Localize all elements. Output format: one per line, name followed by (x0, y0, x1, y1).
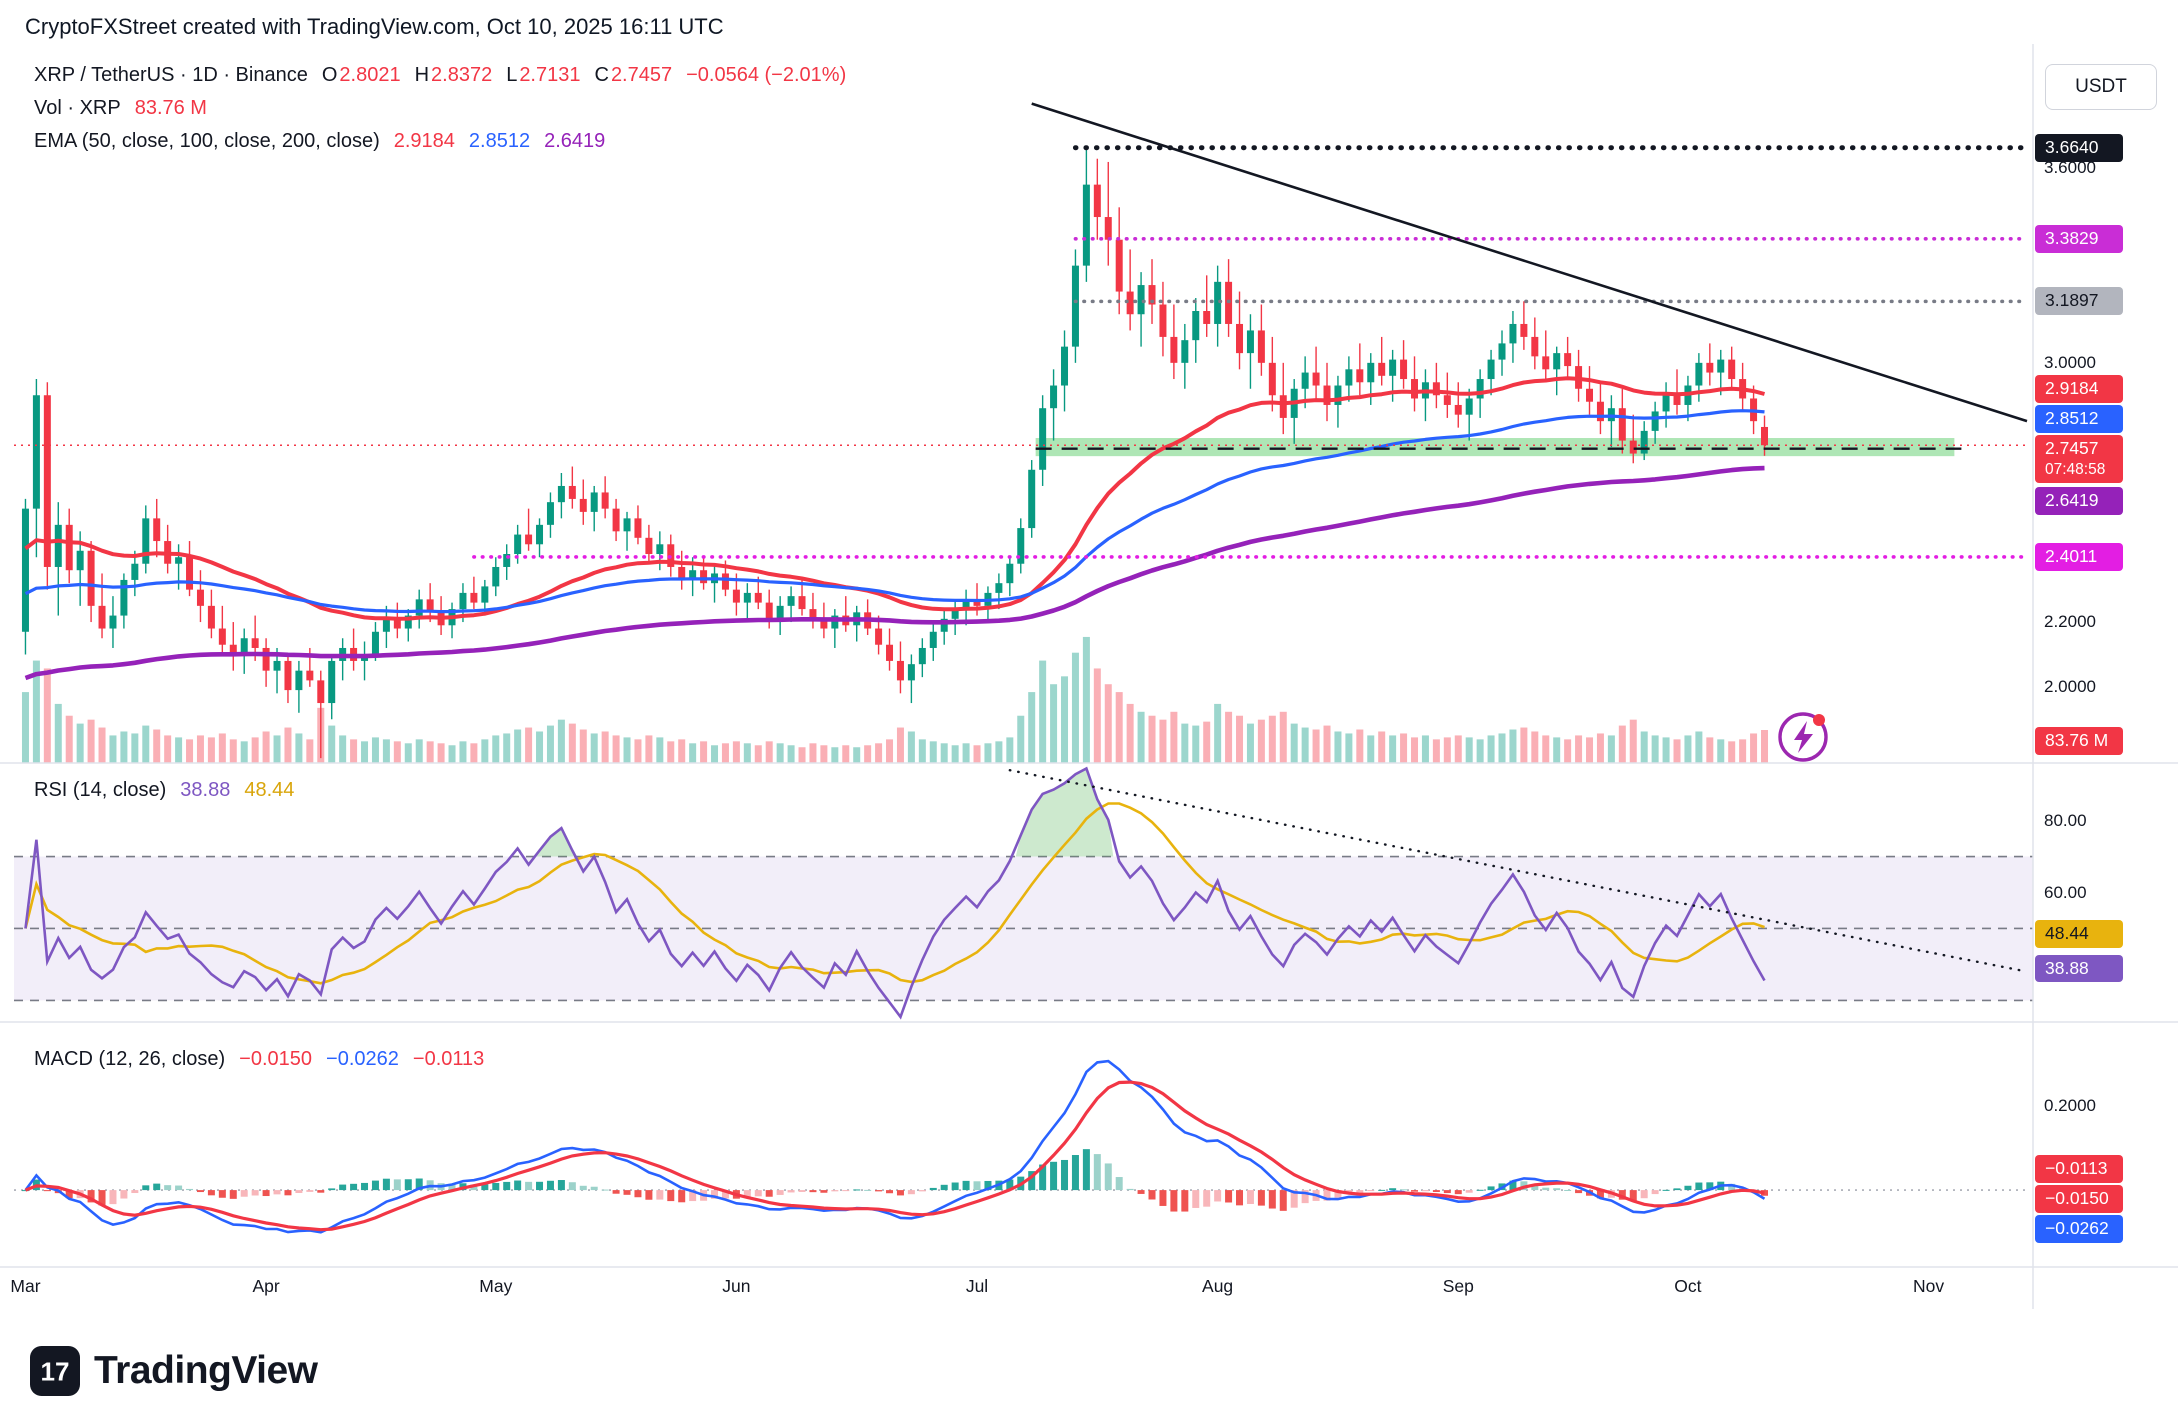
time-axis-label: Apr (252, 1276, 280, 1296)
time-axis-label: Sep (1442, 1276, 1474, 1296)
macd-histogram (21, 1149, 1769, 1212)
price-badge: 3.1897 (2035, 287, 2123, 316)
high-value: 2.8372 (431, 64, 493, 86)
rsi-trendline (1008, 768, 2029, 973)
axis-tick-label: 60.00 (2044, 882, 2087, 902)
price-pane-layer (14, 102, 2030, 763)
rsi-badge: 48.44 (2035, 920, 2123, 948)
attribution-text: CryptoFXStreet created with TradingView.… (25, 14, 724, 39)
change-value: −0.0564 (−2.01%) (686, 64, 847, 86)
currency-toggle-button[interactable]: USDT (2045, 64, 2157, 110)
support-zone (1035, 438, 1955, 457)
macd-label: MACD (12, 26, close) (34, 1048, 226, 1070)
time-axis[interactable]: Mar Apr May Jun Jul Aug Sep Oct Nov (0, 1267, 2033, 1309)
rsi-value: 38.88 (180, 779, 231, 801)
high-group: H 2.8372 (415, 64, 493, 87)
open-label: O (321, 64, 338, 86)
macd-badge: −0.0150 (2035, 1184, 2123, 1213)
volume-row[interactable]: Vol · XRP 83.76 M (34, 97, 846, 120)
ema-label: EMA (50, close, 100, close, 200, close) (34, 130, 380, 152)
low-group: L 2.7131 (506, 64, 580, 87)
macd-pane-layer (14, 1059, 2027, 1234)
ema100-value: 2.8512 (468, 130, 531, 152)
low-label: L (506, 64, 518, 86)
rsi-ma-value: 48.44 (244, 779, 295, 801)
axis-tick-label: 2.0000 (2044, 676, 2096, 696)
axis-tick-label: 3.0000 (2044, 352, 2096, 372)
time-axis-label: Nov (1913, 1276, 1945, 1296)
trendline (1031, 102, 2028, 423)
axis-tick-label: 0.2000 (2044, 1096, 2096, 1115)
time-axis-label: Mar (10, 1276, 41, 1296)
ema-row[interactable]: EMA (50, close, 100, close, 200, close) … (34, 130, 846, 153)
rsi-badge: 38.88 (2035, 954, 2123, 983)
price-badge: 2.9184 (2035, 375, 2123, 404)
symbol-title: XRP / TetherUS · 1D · Binance (34, 64, 308, 86)
open-group: O 2.8021 (322, 64, 401, 87)
rsi-line (24, 766, 1766, 1020)
ema50-value: 2.9184 (393, 130, 455, 152)
time-axis-label: Aug (1202, 1276, 1234, 1296)
tradingview-wordmark[interactable]: TradingView (94, 1349, 318, 1392)
rsi-label: RSI (14, close) (34, 779, 167, 801)
axis-tick-label: 3.6000 (2044, 158, 2096, 178)
footer-brand[interactable]: 17 TradingView (30, 1346, 318, 1396)
macd-badge: −0.0262 (2035, 1214, 2123, 1243)
price-badge: 2.6419 (2035, 487, 2123, 516)
price-badge: 83.76 M (2035, 727, 2123, 755)
axis-tick-label: 2.2000 (2044, 612, 2096, 632)
macd-row[interactable]: MACD (12, 26, close) −0.0150 −0.0262 −0.… (34, 1048, 484, 1071)
macd-hist-value: −0.0150 (239, 1048, 313, 1070)
price-badge: 3.3829 (2035, 224, 2123, 253)
rsi-ma-line (24, 802, 1765, 985)
macd-line-value: −0.0262 (326, 1048, 399, 1070)
rsi-row[interactable]: RSI (14, close) 38.88 48.44 (34, 779, 294, 802)
time-axis-label: May (479, 1276, 513, 1296)
time-axis-label: Oct (1674, 1276, 1702, 1296)
rsi-pane-layer (14, 766, 2033, 1020)
tradingview-logo-icon[interactable]: 17 (30, 1346, 80, 1396)
lightning-icon (1778, 712, 1828, 762)
ema-50-line (24, 376, 1766, 621)
ema200-value: 2.6419 (544, 130, 606, 152)
ema-100-line (24, 409, 1765, 614)
price-badge: 2.7457 07:48:58 (2035, 435, 2123, 483)
macd-line (24, 1059, 1766, 1234)
volume-label: Vol · XRP (34, 97, 121, 119)
close-value: 2.7457 (610, 64, 673, 86)
price-badge: 2.4011 (2035, 542, 2123, 571)
close-label: C (594, 64, 609, 86)
axis-tick-label: 80.00 (2044, 810, 2087, 830)
open-value: 2.8021 (339, 64, 401, 86)
time-axis-label: Jun (722, 1276, 751, 1296)
price-badge: 2.8512 (2035, 405, 2123, 434)
macd-signal-line (24, 1080, 1765, 1232)
volume-value: 83.76 M (134, 97, 207, 119)
volume-layer (21, 636, 1769, 763)
close-group: C 2.7457 (594, 64, 672, 87)
ema-200-line (24, 465, 1765, 681)
time-axis-label: Jul (965, 1276, 989, 1296)
macd-signal-value: −0.0113 (412, 1048, 485, 1070)
symbol-row[interactable]: XRP / TetherUS · 1D · Binance O 2.8021 H… (34, 64, 846, 87)
macd-legend: MACD (12, 26, close) −0.0150 −0.0262 −0.… (34, 1048, 484, 1071)
high-label: H (414, 64, 430, 86)
price-badge: 3.6640 (2035, 133, 2123, 162)
price-axis[interactable]: 3.6000 3.0000 2.2000 2.0000 80.00 60.00 0.2000… (2033, 0, 2178, 1309)
main-legend: XRP / TetherUS · 1D · Binance O 2.8021 H… (34, 64, 846, 153)
svg-text:17: 17 (41, 1356, 70, 1386)
macd-badge: −0.0113 (2035, 1154, 2123, 1183)
low-value: 2.7131 (519, 64, 581, 86)
rsi-legend: RSI (14, close) 38.88 48.44 (34, 779, 294, 802)
